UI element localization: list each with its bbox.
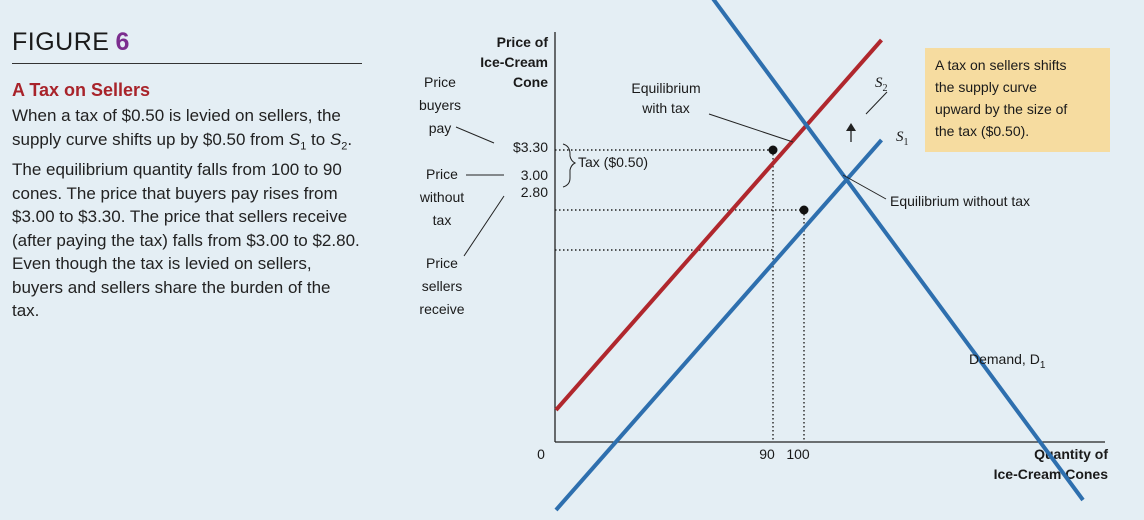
callout-box [925, 48, 1110, 152]
figure-number: 6 [115, 28, 130, 56]
callout-text-line-1: A tax on sellers shifts [935, 57, 1067, 73]
price-buyers-pay-line-3: pay [429, 120, 452, 136]
price-sellers-receive-line-2: sellers [422, 278, 462, 294]
price-sellers-receive-line-3: receive [419, 301, 464, 317]
caption-sub-1: 1 [300, 139, 307, 152]
figure-caption: When a tax of $0.50 is levied on sellers… [12, 104, 362, 323]
equilibrium-point-1 [768, 145, 778, 155]
y-axis-title-line-2: Ice-Cream [480, 54, 548, 70]
title-divider [12, 63, 362, 64]
x-tick-label-90: 90 [759, 446, 775, 462]
price-sellers-receive-leader [463, 195, 505, 257]
label-s2-main: S [875, 75, 883, 91]
figure-label: FIGURE [12, 28, 110, 56]
eq-with-tax-label-line-1: Equilibrium [631, 80, 700, 96]
price-buyers-pay-leader [455, 126, 495, 144]
figure-subtitle: A Tax on Sellers [12, 80, 151, 100]
caption-sub-2: 2 [341, 139, 348, 152]
y-tick-label-2.8: 2.80 [521, 184, 548, 200]
curve-demand-d1 [711, 0, 1085, 502]
callout-pointer-s2 [865, 91, 888, 115]
label-s1-main: S [896, 129, 904, 145]
label-s2-sub: 2 [883, 83, 888, 94]
label-demand-main: Demand, D [969, 351, 1040, 367]
figure-title: FIGURE 6 [12, 28, 362, 57]
x-axis-title-line-2: Ice-Cream Cones [994, 466, 1109, 482]
price-sellers-receive-line-1: Price [426, 255, 458, 271]
price-buyers-pay-line-1: Price [424, 74, 456, 90]
y-tick-label-3: 3.00 [521, 167, 548, 183]
label-s1-sub: 1 [904, 137, 909, 148]
label-demand: Demand, D1 [969, 351, 1046, 371]
eq-without-tax-leader [842, 174, 887, 200]
caption-s-symbol-2: S [329, 129, 342, 149]
eq-without-tax-label: Equilibrium without tax [890, 193, 1030, 209]
callout-text-line-4: the tax ($0.50). [935, 123, 1029, 139]
y-axis-title-line-3: Cone [513, 74, 548, 90]
callout-text-line-3: upward by the size of [935, 101, 1067, 117]
price-without-tax-line-2: without [419, 189, 464, 205]
origin-label: 0 [537, 446, 545, 462]
tax-brace-label: Tax ($0.50) [578, 154, 648, 170]
label-demand-sub: 1 [1040, 360, 1046, 371]
tax-brace [562, 143, 577, 188]
label-s1: S1 [896, 129, 909, 148]
figure-text-panel: FIGURE 6 A Tax on Sellers When a tax of $… [12, 28, 362, 323]
caption-part-1: When a tax of $0.50 is levied on sellers… [12, 106, 341, 149]
price-without-tax-line-3: tax [433, 212, 452, 228]
caption-part-3: . The equilibrium quantity falls from 10… [12, 129, 360, 321]
callout-text-line-2: the supply curve [935, 79, 1037, 95]
caption-part-2: to [306, 129, 330, 149]
eq-with-tax-label-line-2: with tax [641, 100, 689, 116]
equilibrium-point-2 [799, 205, 809, 215]
price-without-tax-line-1: Price [426, 166, 458, 182]
eq-with-tax-leader [708, 113, 794, 143]
curve-s1 [554, 138, 884, 512]
label-s2: S2 [875, 75, 888, 94]
caption-s-symbol: S [288, 129, 301, 149]
x-tick-label-100: 100 [786, 446, 810, 462]
y-axis-title-line-1: Price of [497, 34, 549, 50]
curve-s2 [554, 38, 884, 412]
shift-arrow-head [846, 123, 856, 131]
price-buyers-pay-line-2: buyers [419, 97, 461, 113]
y-tick-label-3.3: $3.30 [513, 139, 548, 155]
